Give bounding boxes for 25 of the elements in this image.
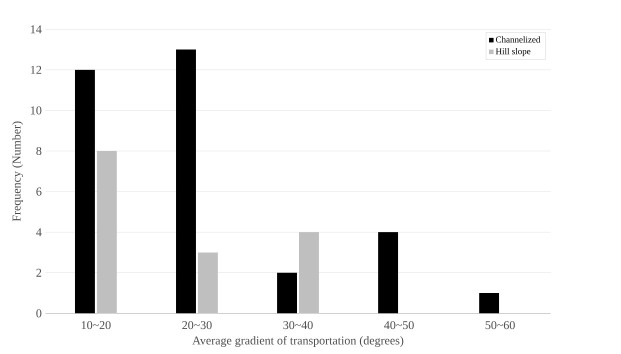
bar bbox=[378, 232, 398, 314]
x-tick-label: 20~30 bbox=[182, 320, 212, 329]
x-tick-label: 50~60 bbox=[486, 320, 515, 329]
bar bbox=[198, 252, 218, 314]
y-tick-label: 2 bbox=[36, 268, 42, 276]
x-tick-label: 10~20 bbox=[82, 320, 111, 329]
bar bbox=[277, 272, 298, 314]
y-tick-label: 14 bbox=[30, 25, 42, 33]
y-tick-label: 8 bbox=[36, 146, 42, 155]
y-axis-title: Frequency (Number) bbox=[12, 121, 24, 222]
x-tick-label: 40~50 bbox=[384, 320, 414, 329]
legend-label: Channelized bbox=[496, 36, 540, 42]
y-tick-label: 4 bbox=[36, 228, 42, 236]
bar bbox=[74, 70, 95, 314]
bar bbox=[96, 150, 117, 314]
x-axis-title: Average gradient of transportation (degrees) bbox=[192, 336, 404, 347]
x-tick-label: 30~40 bbox=[283, 320, 313, 329]
y-tick-label: 0 bbox=[36, 309, 42, 318]
legend-label: Hill slope bbox=[496, 48, 530, 56]
y-tick-label: 10 bbox=[30, 106, 42, 114]
bar bbox=[176, 49, 196, 314]
bar bbox=[299, 232, 319, 314]
bar bbox=[479, 292, 500, 314]
y-tick-label: 12 bbox=[30, 66, 42, 74]
y-tick-label: 6 bbox=[36, 187, 42, 196]
